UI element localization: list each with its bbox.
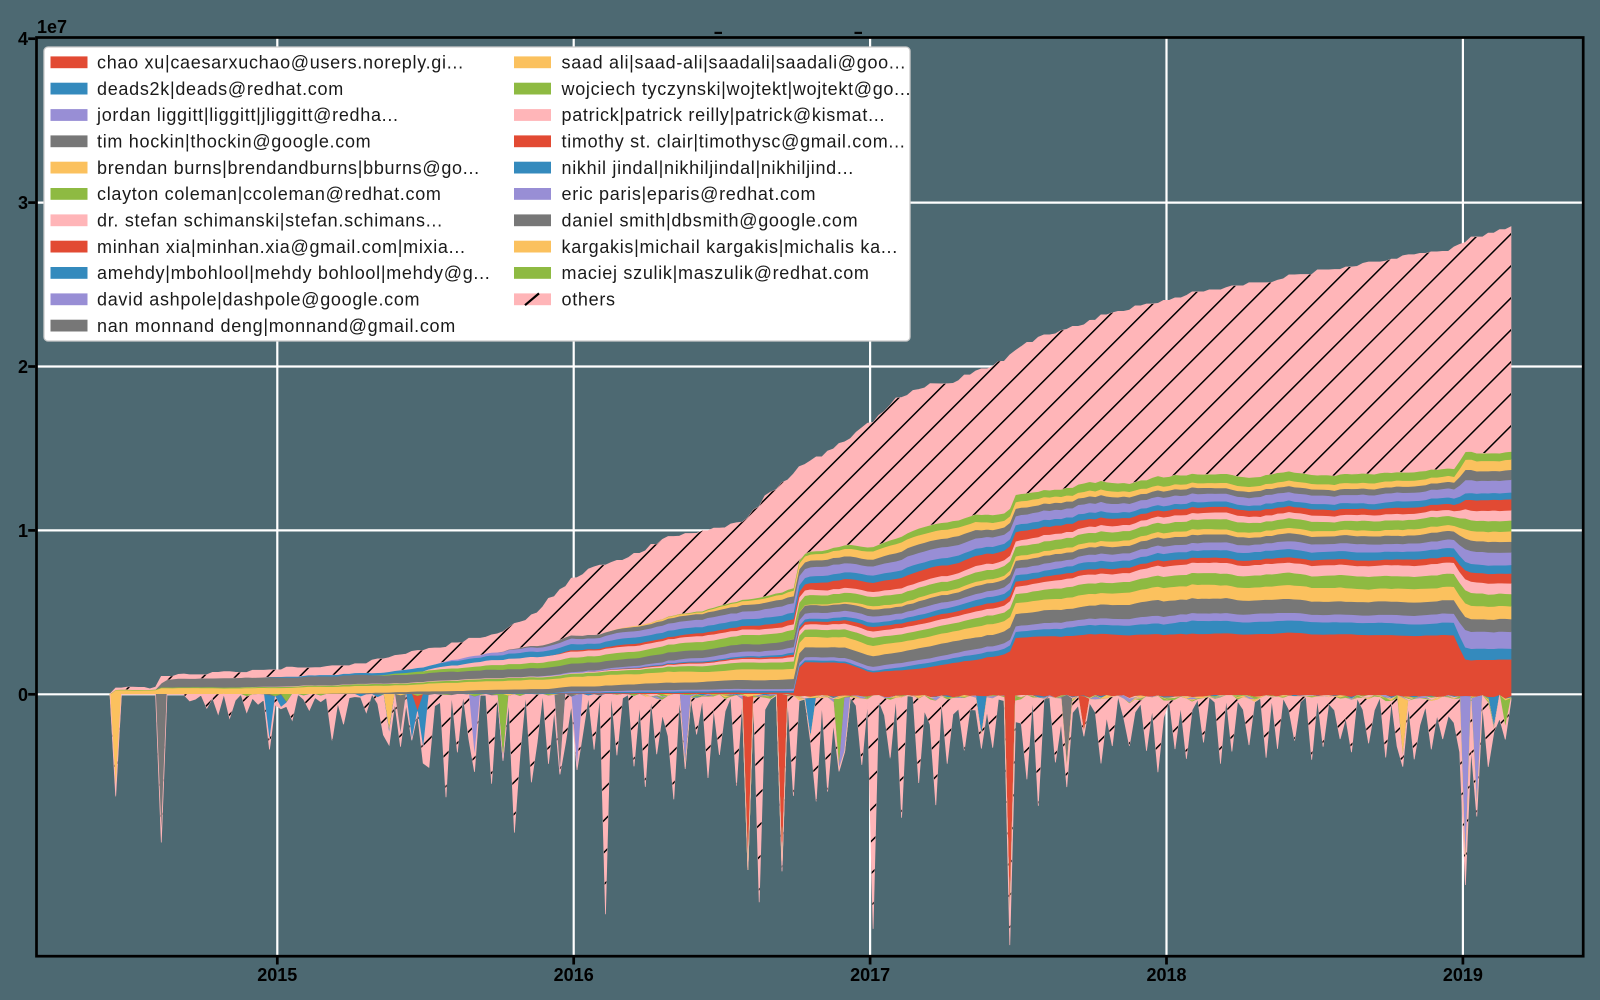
svg-text:2019: 2019 [1443, 965, 1483, 985]
svg-text:nikhil jindal|nikhiljindal|nik: nikhil jindal|nikhiljindal|nikhiljind... [562, 158, 855, 178]
svg-text:saad ali|saad-ali|saadali|saad: saad ali|saad-ali|saadali|saadali@goo... [562, 53, 907, 73]
svg-text:4: 4 [18, 29, 28, 49]
svg-text:2: 2 [18, 357, 28, 377]
svg-text:3: 3 [18, 193, 28, 213]
svg-text:others: others [562, 290, 616, 310]
svg-text:dr. stefan schimanski|stefan.s: dr. stefan schimanski|stefan.schimans... [97, 211, 443, 231]
svg-text:2016: 2016 [554, 965, 594, 985]
svg-text:kargakis|michail kargakis|mich: kargakis|michail kargakis|michalis ka... [562, 237, 898, 257]
svg-text:0: 0 [18, 685, 28, 705]
svg-text:2018: 2018 [1146, 965, 1186, 985]
svg-text:brendan burns|brendandburns|bb: brendan burns|brendandburns|bburns@go... [97, 158, 480, 178]
svg-text:daniel smith|dbsmith@google.co: daniel smith|dbsmith@google.com [562, 211, 859, 231]
svg-text:wojciech tyczynski|wojtekt|woj: wojciech tyczynski|wojtekt|wojtekt@go... [561, 79, 912, 99]
svg-text:chao xu|caesarxuchao@users.nor: chao xu|caesarxuchao@users.noreply.gi... [97, 53, 464, 73]
svg-text:maciej szulik|maszulik@redhat.: maciej szulik|maszulik@redhat.com [562, 263, 870, 283]
svg-text:minhan xia|minhan.xia@gmail.co: minhan xia|minhan.xia@gmail.com|mixia... [97, 237, 466, 257]
svg-text:timothy st. clair|timothysc@gm: timothy st. clair|timothysc@gmail.com... [562, 132, 906, 152]
svg-text:deads2k|deads@redhat.com: deads2k|deads@redhat.com [97, 79, 344, 99]
svg-text:tim hockin|thockin@google.com: tim hockin|thockin@google.com [97, 132, 371, 152]
svg-text:1: 1 [18, 521, 28, 541]
svg-text:david ashpole|dashpole@google.: david ashpole|dashpole@google.com [97, 290, 420, 310]
svg-text:amehdy|mbohlool|mehdy bohlool|: amehdy|mbohlool|mehdy bohlool|mehdy@g... [97, 263, 491, 283]
svg-text:2015: 2015 [257, 965, 297, 985]
svg-text:patrick|patrick reilly|patrick: patrick|patrick reilly|patrick@kismat... [562, 105, 886, 125]
svg-text:clayton coleman|ccoleman@redha: clayton coleman|ccoleman@redhat.com [97, 184, 442, 204]
svg-text:nan monnand deng|monnand@gmail: nan monnand deng|monnand@gmail.com [97, 316, 456, 336]
svg-text:2017: 2017 [850, 965, 890, 985]
svg-text:eric paris|eparis@redhat.com: eric paris|eparis@redhat.com [562, 184, 817, 204]
svg-text:jordan liggitt|liggitt|jliggit: jordan liggitt|liggitt|jliggitt@redha... [96, 105, 399, 125]
svg-text:1e7: 1e7 [37, 17, 67, 37]
